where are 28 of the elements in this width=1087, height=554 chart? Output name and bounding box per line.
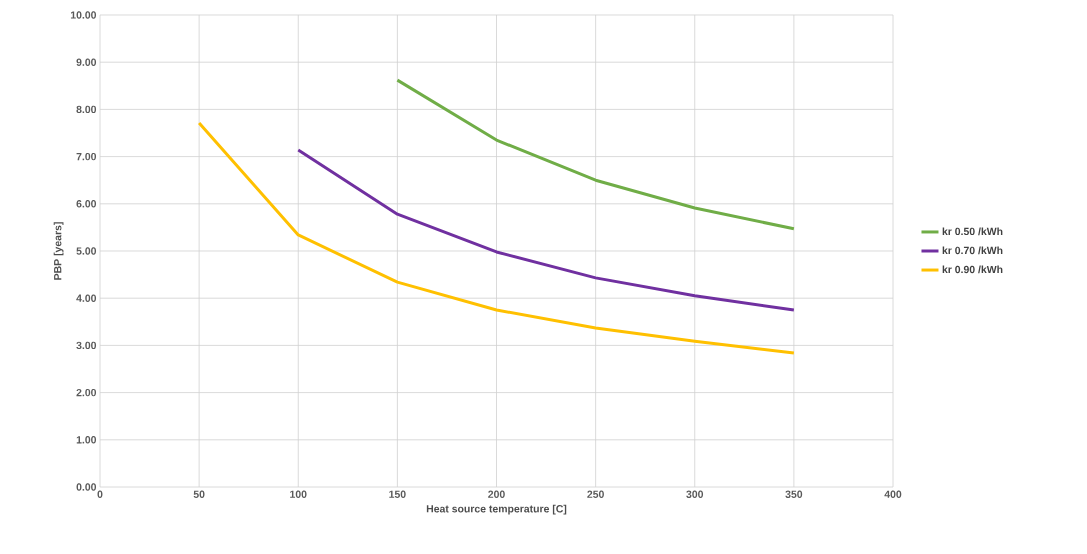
- y-tick-label: 1.00: [76, 436, 97, 444]
- y-tick-label: 2.00: [76, 388, 97, 397]
- x-tick-label: 200: [488, 490, 505, 498]
- x-tick-label: 100: [290, 490, 307, 498]
- y-tick-label: 4.00: [76, 294, 97, 302]
- y-tick-label: 0.00: [76, 483, 97, 491]
- y-tick-label: 6.00: [76, 200, 97, 208]
- x-tick-label: 300: [686, 490, 704, 498]
- x-tick-label: 250: [587, 490, 604, 498]
- x-tick-label: 150: [389, 490, 406, 498]
- y-tick-label: 9.00: [76, 58, 97, 66]
- y-tick-label: 10.00: [70, 11, 97, 19]
- legend-label: kr 0.50 /kWh: [942, 227, 1003, 236]
- x-axis-title: Heat source temperature [C]: [426, 504, 567, 515]
- legend-label: kr 0.70 /kWh: [942, 246, 1003, 255]
- y-tick-label: 7.00: [76, 152, 97, 161]
- x-tick-label: 350: [785, 490, 803, 498]
- y-tick-label: 3.00: [76, 341, 97, 350]
- x-tick-label: 400: [884, 490, 902, 498]
- line-series: [395, 78, 796, 231]
- line-series: [296, 148, 796, 312]
- y-tick-label: 5.00: [76, 247, 97, 255]
- legend-label: kr 0.90 /kWh: [942, 265, 1003, 274]
- x-tick-label: 0: [97, 490, 103, 498]
- y-axis-title: PBP [years]: [53, 222, 64, 280]
- y-tick-label: 8.00: [76, 105, 97, 114]
- line-series: [197, 121, 796, 355]
- x-tick-label: 50: [193, 490, 205, 498]
